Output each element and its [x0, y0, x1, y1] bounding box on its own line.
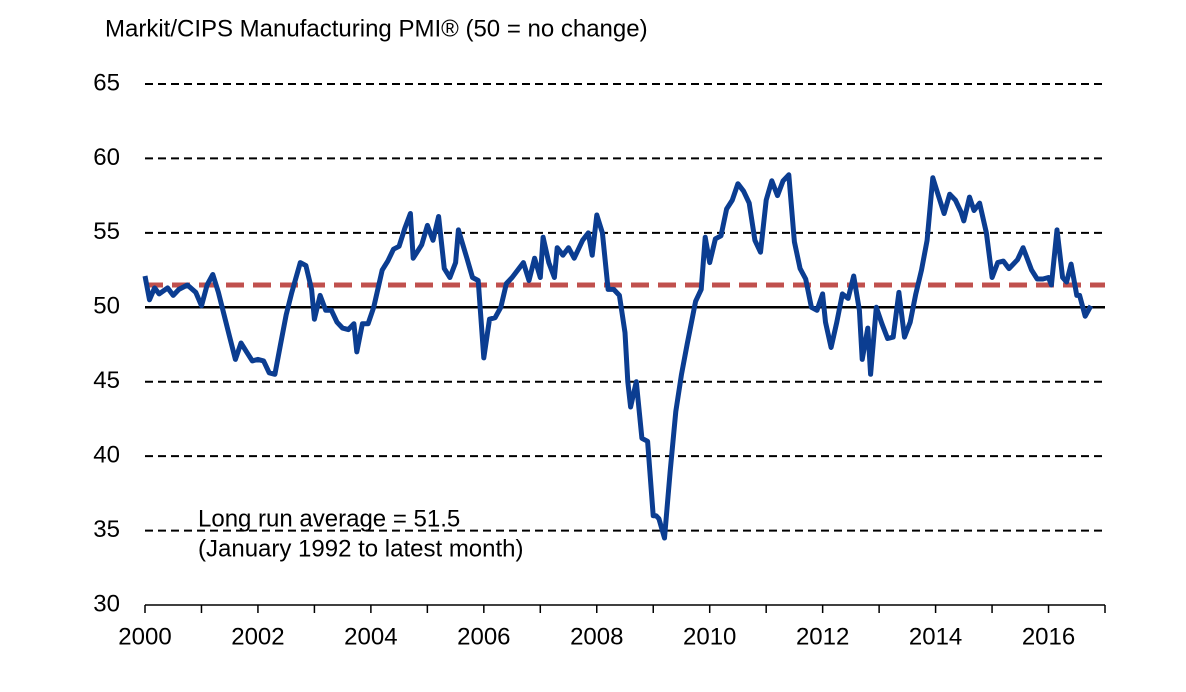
y-tick-label: 40	[93, 441, 120, 468]
y-tick-label: 45	[93, 367, 120, 394]
chart-title: Markit/CIPS Manufacturing PMI® (50 = no …	[105, 15, 648, 42]
x-tick-label: 2002	[231, 623, 284, 650]
x-tick-label: 2016	[1022, 623, 1075, 650]
x-tick-label: 2014	[909, 623, 962, 650]
y-tick-label: 55	[93, 218, 120, 245]
x-tick-label: 2010	[683, 623, 736, 650]
y-tick-label: 30	[93, 590, 120, 617]
x-tick-label: 2008	[570, 623, 623, 650]
annotation: Long run average = 51.5	[198, 505, 460, 532]
x-tick-label: 2000	[118, 623, 171, 650]
annotation: (January 1992 to latest month)	[198, 535, 524, 562]
x-tick-label: 2012	[796, 623, 849, 650]
x-tick-label: 2006	[457, 623, 510, 650]
x-tick-label: 2004	[344, 623, 397, 650]
data-line	[142, 172, 1094, 541]
y-tick-label: 60	[93, 144, 120, 171]
y-tick-label: 65	[93, 69, 120, 96]
y-tick-label: 50	[93, 293, 120, 320]
y-tick-label: 35	[93, 516, 120, 543]
